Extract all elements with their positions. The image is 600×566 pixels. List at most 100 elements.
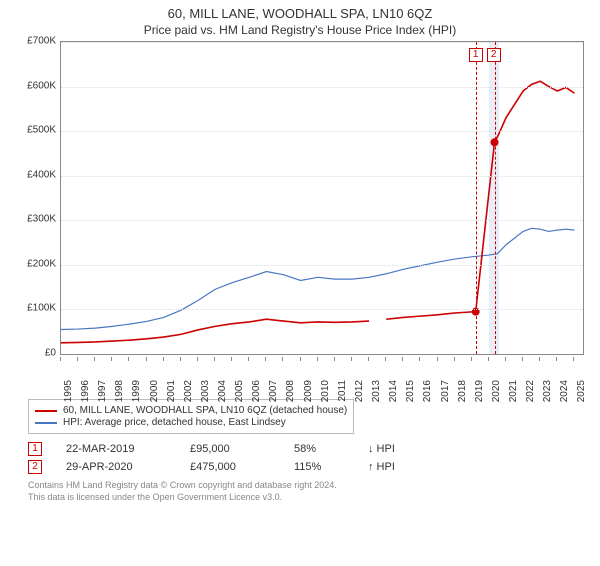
legend-label: HPI: Average price, detached house, East… [63,417,286,428]
sale-marker-badge: 2 [487,48,501,62]
x-tick-label: 2020 [491,380,502,402]
y-tick-label: £100K [12,303,56,314]
x-tick [248,357,249,361]
x-tick [334,357,335,361]
x-tick-label: 1998 [114,380,125,402]
x-tick-label: 2002 [183,380,194,402]
gridline [61,265,583,266]
gridline [61,131,583,132]
sale-pct: 115% [294,461,344,473]
x-tick [180,357,181,361]
x-tick [214,357,215,361]
x-tick-label: 2022 [525,380,536,402]
x-tick [146,357,147,361]
y-tick-label: £300K [12,214,56,225]
x-tick-label: 2025 [576,380,587,402]
y-tick-label: £600K [12,80,56,91]
x-tick [573,357,574,361]
legend-row: 60, MILL LANE, WOODHALL SPA, LN10 6QZ (d… [35,405,347,416]
y-tick-label: £400K [12,169,56,180]
sale-pct: 58% [294,443,344,455]
x-tick [94,357,95,361]
x-tick-label: 2015 [405,380,416,402]
sale-marker-badge: 1 [469,48,483,62]
sale-date: 22-MAR-2019 [66,443,166,455]
x-tick [265,357,266,361]
x-tick [300,357,301,361]
x-tick-label: 2003 [200,380,211,402]
sale-direction: ↑ HPI [368,461,395,473]
x-tick [385,357,386,361]
x-tick [454,357,455,361]
legend: 60, MILL LANE, WOODHALL SPA, LN10 6QZ (d… [28,399,354,434]
x-tick [60,357,61,361]
sale-direction: ↓ HPI [368,443,395,455]
x-tick [351,357,352,361]
chart-subtitle: Price paid vs. HM Land Registry's House … [0,23,600,37]
x-tick-label: 2004 [217,380,228,402]
x-tick-label: 1999 [131,380,142,402]
x-tick-label: 2001 [166,380,177,402]
legend-swatch [35,410,57,412]
sale-date: 29-APR-2020 [66,461,166,473]
y-tick-label: £200K [12,258,56,269]
gridline [61,309,583,310]
x-tick-label: 2010 [320,380,331,402]
x-tick [163,357,164,361]
credits: Contains HM Land Registry data © Crown c… [28,480,588,503]
x-tick [539,357,540,361]
gridline [61,220,583,221]
legend-swatch [35,422,57,424]
x-tick-label: 2005 [234,380,245,402]
x-tick-label: 1996 [80,380,91,402]
sales-table: 1 22-MAR-2019 £95,000 58% ↓ HPI 2 29-APR… [28,442,588,474]
x-tick-label: 2014 [388,380,399,402]
x-tick-label: 2011 [337,380,348,402]
series-property [61,319,369,343]
chart-title: 60, MILL LANE, WOODHALL SPA, LN10 6QZ [0,6,600,21]
x-tick [231,357,232,361]
x-tick [488,357,489,361]
credits-line: This data is licensed under the Open Gov… [28,492,588,504]
y-tick-label: £700K [12,36,56,47]
x-axis-labels: 1995199619971998199920002001200220032004… [60,357,584,391]
x-tick [111,357,112,361]
x-tick [282,357,283,361]
x-tick-label: 2000 [149,380,160,402]
x-tick-label: 2006 [251,380,262,402]
x-tick [505,357,506,361]
gridline [61,42,583,43]
x-tick-label: 2013 [371,380,382,402]
credits-line: Contains HM Land Registry data © Crown c… [28,480,588,492]
x-tick [471,357,472,361]
x-tick [77,357,78,361]
x-tick-label: 2016 [422,380,433,402]
y-tick-label: £0 [12,348,56,359]
x-tick-label: 2012 [354,380,365,402]
sale-index-badge: 2 [28,460,42,474]
gridline [61,87,583,88]
x-tick-label: 2021 [508,380,519,402]
chart: 12 1995199619971998199920002001200220032… [12,41,588,391]
x-tick [402,357,403,361]
gridline [61,176,583,177]
x-tick [197,357,198,361]
plot-area: 12 [60,41,584,355]
x-tick-label: 2008 [285,380,296,402]
sale-row: 1 22-MAR-2019 £95,000 58% ↓ HPI [28,442,588,456]
sale-price: £95,000 [190,443,270,455]
x-tick-label: 2018 [457,380,468,402]
sale-price: £475,000 [190,461,270,473]
sale-row: 2 29-APR-2020 £475,000 115% ↑ HPI [28,460,588,474]
series-property [386,81,574,319]
x-tick-label: 1997 [97,380,108,402]
series-hpi [61,228,574,329]
legend-row: HPI: Average price, detached house, East… [35,417,347,428]
x-tick-label: 2009 [303,380,314,402]
x-tick-label: 2019 [474,380,485,402]
x-tick-label: 2007 [268,380,279,402]
x-tick [419,357,420,361]
legend-label: 60, MILL LANE, WOODHALL SPA, LN10 6QZ (d… [63,405,347,416]
x-tick-label: 2023 [542,380,553,402]
x-tick-label: 2017 [440,380,451,402]
